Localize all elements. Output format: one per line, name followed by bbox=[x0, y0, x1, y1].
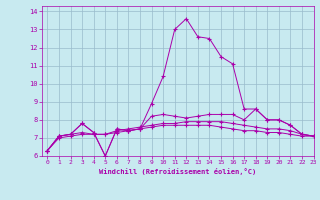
X-axis label: Windchill (Refroidissement éolien,°C): Windchill (Refroidissement éolien,°C) bbox=[99, 168, 256, 175]
